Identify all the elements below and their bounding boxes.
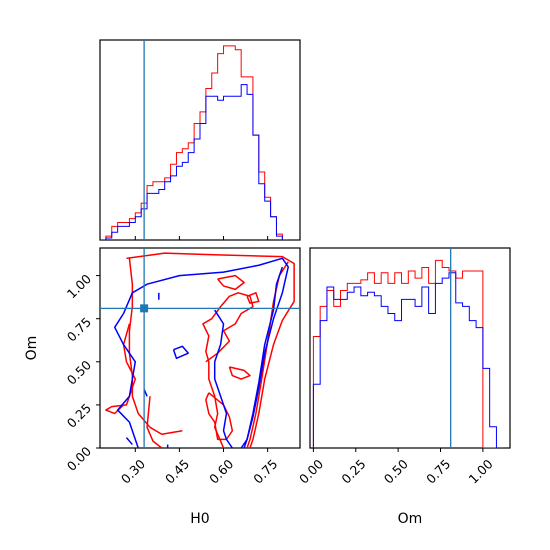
hist-Om-series-blue — [312, 272, 504, 448]
contour-line-blue-12 — [113, 313, 139, 448]
x-axis-label-om: Om — [398, 511, 423, 527]
contour-line-red-0 — [126, 252, 295, 448]
histogram-om-frame — [309, 247, 511, 449]
contour-line-red-6 — [205, 392, 234, 441]
contour-line-blue-13 — [213, 309, 233, 448]
x-axis-label-h0: H0 — [190, 511, 209, 527]
contour-line-red-9 — [246, 292, 260, 304]
histogram-h0-ticks — [134, 236, 269, 240]
contour-ticks: 0.30 0.45 0.60 0.75 0.00 0.25 0.50 0.75 1.00 — [64, 271, 281, 487]
contour-line-red-5 — [202, 292, 254, 448]
histogram-om-bars — [312, 248, 504, 448]
contour-ytick-label-3: 0.75 — [64, 314, 94, 344]
histogram-om-xtick-label-4: 1.00 — [465, 456, 495, 486]
contour-ytick-label-1: 0.25 — [64, 400, 94, 430]
histogram-om-xtick-label-3: 0.75 — [423, 456, 453, 486]
histogram-om-xtick-label-1: 0.25 — [338, 456, 368, 486]
histogram-h0-frame — [99, 39, 301, 241]
histogram-h0-panel — [99, 39, 301, 241]
contour-ytick-label-2: 0.50 — [64, 357, 94, 387]
truth-marker — [140, 304, 149, 313]
contour-line-red-8 — [217, 274, 245, 291]
contour-xtick-label-1: 0.45 — [162, 456, 192, 486]
contour-line-blue-11 — [240, 266, 284, 448]
histogram-om-xtick-label-0: 0.00 — [296, 456, 326, 486]
histogram-om-panel: 0.00 0.25 0.50 0.75 1.00 Om — [296, 247, 511, 527]
contour-line-red-3 — [105, 323, 137, 415]
contour-line-red-2 — [128, 258, 183, 435]
contour-line-blue-14 — [172, 345, 189, 360]
histogram-om-xtick-label-2: 0.50 — [381, 456, 411, 486]
histogram-om-ticks: 0.00 0.25 0.50 0.75 1.00 — [296, 448, 496, 487]
contour-xtick-label-2: 0.60 — [206, 456, 236, 486]
contour-line-red-7 — [228, 366, 251, 380]
contour-xtick-label-0: 0.30 — [118, 456, 148, 486]
contour-lines — [100, 248, 300, 448]
contour-line-red-4 — [146, 396, 163, 448]
contour-xtick-label-3: 0.75 — [250, 456, 280, 486]
contour-line-blue-17 — [125, 437, 133, 446]
contour-frame — [99, 247, 301, 449]
contour-ytick-label-4: 1.00 — [64, 271, 94, 301]
y-axis-label-om: Om — [24, 336, 40, 361]
contour-ytick-label-0: 0.00 — [64, 443, 94, 473]
histogram-h0-bars — [100, 40, 289, 240]
hist-H0-series-blue — [100, 84, 289, 240]
contour-line-red-1 — [246, 261, 289, 448]
hist-Om-series-red — [312, 259, 504, 448]
contour-panel: 0.30 0.45 0.60 0.750.000.250.500.751.00 H0 … — [24, 247, 301, 527]
